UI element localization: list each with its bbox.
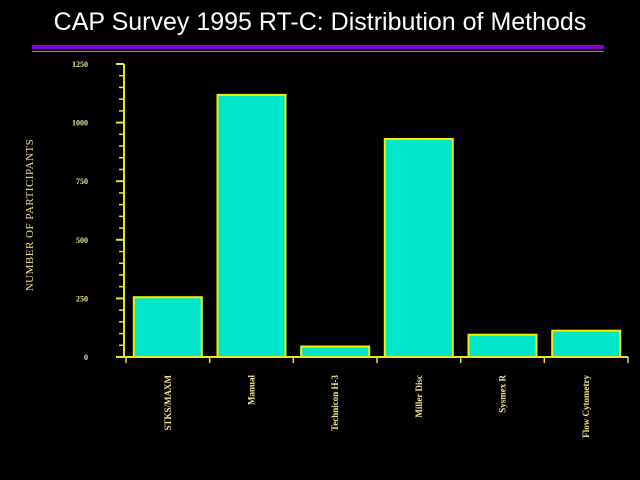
x-category-label: Sysmex R	[498, 375, 508, 413]
y-tick-label: 1000	[72, 119, 88, 128]
title-rule-grey	[32, 51, 604, 52]
bar-5	[551, 329, 622, 359]
x-category-label: Technicon H-3	[330, 375, 340, 431]
bar-2	[300, 345, 371, 358]
bar-0	[132, 296, 203, 359]
bar-1	[216, 93, 287, 359]
y-tick-label: 1250	[72, 60, 88, 69]
bar-4	[467, 333, 538, 359]
y-axis-label: NUMBER OF PARTICIPANTS	[24, 139, 36, 292]
x-category-label: Miller Disc	[414, 375, 424, 418]
x-category-label: Manual	[247, 375, 257, 406]
bar-3	[383, 138, 454, 358]
y-tick-label: 0	[84, 353, 88, 362]
title-rule-purple	[32, 45, 604, 49]
x-category-label: Flow Cytometry	[581, 375, 591, 438]
bars-group	[132, 93, 622, 359]
y-tick-label: 500	[76, 236, 88, 245]
x-axis: STKS/MAXM Manual Technicon H-3 Miller Disc S…	[124, 356, 629, 438]
x-category-label: STKS/MAXM	[163, 375, 173, 431]
y-tick-label: 750	[76, 177, 88, 186]
page-title: CAP Survey 1995 RT-C: Distribution of Me…	[53, 8, 587, 36]
y-tick-label: 250	[76, 294, 88, 303]
y-axis: 0 250 500 750 1000 1250	[72, 60, 125, 362]
